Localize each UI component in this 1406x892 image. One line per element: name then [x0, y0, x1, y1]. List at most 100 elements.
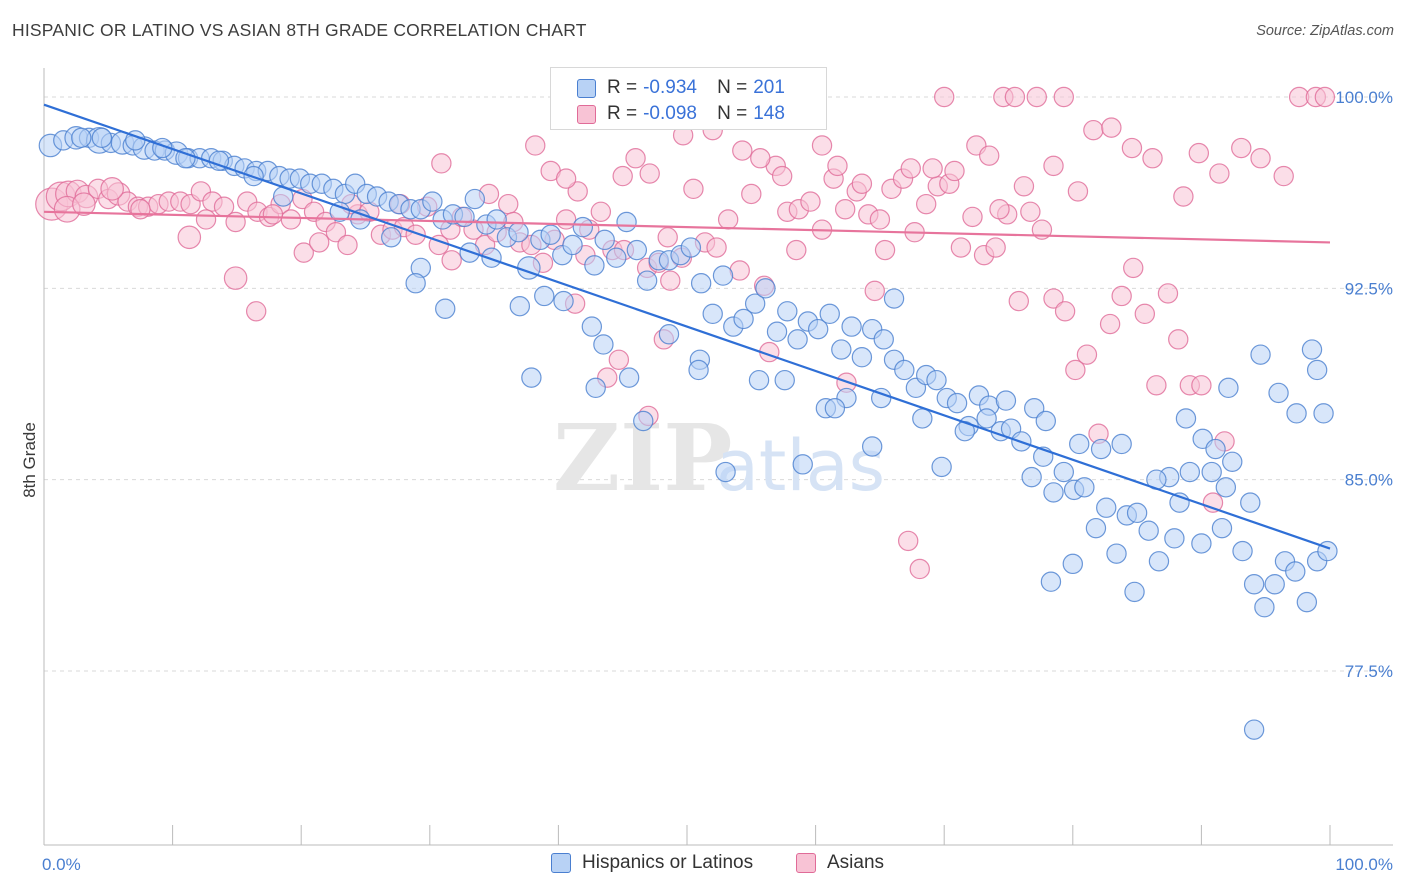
hispanics-point: [1062, 553, 1084, 575]
hispanics-point: [851, 347, 873, 368]
asians-point: [1157, 283, 1179, 304]
hispanics-point: [1232, 540, 1253, 562]
asians-point: [1146, 375, 1167, 396]
asians-point: [431, 153, 452, 174]
asians-point: [223, 266, 248, 290]
asians-point: [1191, 375, 1212, 396]
asians-point: [1168, 329, 1189, 350]
asians-point: [786, 239, 807, 261]
hispanics-point: [540, 224, 561, 245]
asians-point: [280, 209, 302, 230]
asians-point: [262, 204, 284, 225]
hispanics-point: [1021, 466, 1042, 488]
asians-point: [732, 140, 753, 161]
legend-item-hispanics[interactable]: Hispanics or Latinos: [551, 852, 753, 874]
hispanics-point: [787, 329, 808, 350]
hispanics-legend-swatch: [551, 853, 571, 873]
hispanics-point: [733, 308, 754, 330]
hispanics-point: [454, 206, 475, 228]
y-tick-label: 77.5%: [1345, 662, 1393, 681]
hispanics-point: [1040, 571, 1062, 592]
hispanics-point: [71, 127, 92, 149]
asians-point: [989, 199, 1010, 220]
hispanics-point: [534, 285, 555, 307]
asians-point: [741, 183, 762, 205]
hispanics-point: [1148, 551, 1170, 572]
hispanics-point: [1243, 574, 1265, 595]
asians-point: [1020, 201, 1041, 222]
asians-point: [608, 349, 630, 370]
hispanics-point: [1074, 477, 1095, 498]
asians-point: [1076, 344, 1098, 365]
y-tick-labels: 100.0% 92.5% 85.0% 77.5%: [1335, 88, 1393, 681]
asians-point: [245, 301, 267, 322]
hispanics-point: [422, 191, 443, 212]
r-label: R =: [607, 103, 638, 124]
hispanics-point: [91, 127, 113, 149]
hispanics-point: [1313, 403, 1334, 424]
asians-point: [771, 165, 793, 187]
asians-point: [405, 224, 426, 245]
hispanics-points: [38, 126, 1338, 740]
hispanics-point: [481, 247, 502, 268]
hispanics-point: [1138, 520, 1159, 541]
hispanics-point: [464, 188, 486, 210]
asians-point: [683, 178, 704, 200]
asians-point: [1314, 86, 1336, 108]
asians-point: [1188, 142, 1210, 164]
hispanics-point: [584, 255, 605, 276]
hispanics-point: [792, 454, 813, 475]
asians-point: [922, 158, 943, 179]
hispanics-trendline: [43, 103, 1331, 550]
asians-point: [660, 270, 681, 291]
asians-trendline: [43, 210, 1331, 244]
asians-point: [1142, 148, 1163, 169]
hispanics-point: [819, 303, 840, 325]
asians-point: [950, 237, 972, 258]
n-label: N =: [717, 77, 748, 98]
stats-row-hispanics: R = -0.934 N = 201: [577, 77, 785, 99]
asians-point: [869, 209, 891, 230]
asians-point: [750, 148, 771, 169]
asians-point: [827, 155, 848, 177]
hispanics-point: [1191, 533, 1212, 554]
stats-legend: R = -0.934 N = 201 R = -0.098 N = 148: [550, 67, 827, 130]
hispanics-point: [1164, 528, 1185, 549]
hispanics-point: [873, 329, 894, 350]
asians-point: [1008, 290, 1029, 312]
n-value: 201: [753, 77, 785, 98]
hispanics-point: [946, 392, 968, 414]
hispanics-point: [1222, 451, 1243, 473]
asians-point: [657, 227, 678, 248]
hispanics-point: [894, 359, 915, 381]
hispanics-point: [1124, 581, 1145, 603]
hispanics-point: [1043, 482, 1064, 503]
n-label: N =: [717, 103, 748, 124]
r-label: R =: [607, 77, 638, 98]
hispanics-point: [1053, 461, 1074, 483]
asians-point: [985, 237, 1006, 258]
asians-point: [567, 181, 588, 202]
asians-point: [1273, 165, 1294, 187]
asians-point: [1250, 148, 1271, 169]
asians-point: [1123, 257, 1144, 279]
hispanics-point: [1286, 403, 1307, 424]
asians-point: [325, 222, 347, 243]
hispanics-point: [715, 461, 736, 483]
asians-point: [612, 165, 633, 187]
hispanics-point: [1264, 574, 1285, 595]
hispanics-point: [1090, 438, 1112, 460]
hispanics-point: [926, 369, 947, 391]
hispanics-point: [616, 211, 637, 233]
asians-point: [1121, 137, 1143, 159]
legend-item-asians[interactable]: Asians: [796, 852, 884, 874]
asians-point: [1067, 181, 1089, 202]
asians-point: [1083, 119, 1104, 141]
hispanics-point: [658, 324, 680, 345]
asians-point: [1043, 288, 1064, 309]
hispanics-point: [883, 288, 905, 309]
hispanics-point: [381, 227, 402, 248]
asians-point: [934, 86, 955, 108]
asians-point: [177, 225, 202, 250]
y-tick-label: 100.0%: [1335, 88, 1393, 107]
